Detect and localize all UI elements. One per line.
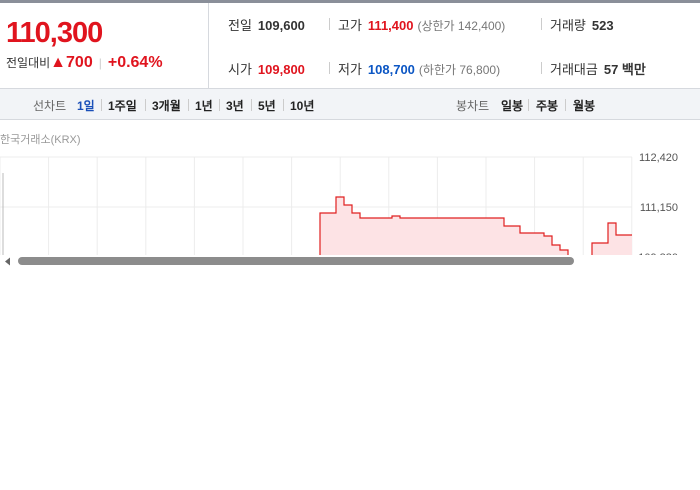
stat: 전일 109,600 <box>228 15 305 34</box>
tab[interactable]: 3개월 <box>152 99 181 113</box>
stat-label: 전일 <box>228 18 252 33</box>
stat-value: 523 <box>591 18 614 33</box>
stat-value: 109,800 <box>257 62 305 77</box>
scroll-left <box>5 257 10 266</box>
separator <box>329 18 330 30</box>
stat-note: (하한가 76,800) <box>418 63 501 77</box>
separator <box>329 62 330 74</box>
change-value: 700 <box>66 54 93 71</box>
y-tick-label: 111,150 <box>640 202 678 214</box>
stat: 거래량 523 <box>550 15 614 34</box>
separator <box>541 62 542 74</box>
chart-source: 한국거래소(KRX) <box>0 134 81 146</box>
tab[interactable]: 월봉 <box>573 99 596 113</box>
quote-box: 110,300 전일대비▲700 | +0.64% <box>0 3 209 88</box>
stat: 저가 108,700 (하한가 76,800) <box>338 59 500 78</box>
change-pct: +0.64% <box>107 54 163 71</box>
tab[interactable]: 10년 <box>290 99 315 113</box>
separator <box>528 99 529 111</box>
change-label: 전일대비 <box>6 56 51 70</box>
price-line <box>319 196 632 255</box>
separator <box>541 18 542 30</box>
stat-label: 거래대금 <box>550 62 598 77</box>
stat-value: 108,700 <box>367 62 415 77</box>
separator <box>188 99 189 111</box>
stat-label: 고가 <box>338 18 362 33</box>
separator <box>101 99 102 111</box>
stat-note: (상한가 142,400) <box>417 19 506 33</box>
stat-label: 거래량 <box>550 18 586 33</box>
change: 전일대비▲700 | +0.64% <box>6 54 163 71</box>
tab[interactable]: 1년 <box>195 99 213 113</box>
y-tick-label: 112,420 <box>639 152 678 164</box>
separator <box>145 99 146 111</box>
stat: 시가 109,800 <box>228 59 305 78</box>
header: 110,300 전일대비▲700 | +0.64% 전일 109,600 고가 111,4… <box>0 3 700 89</box>
stat-label: 시가 <box>228 62 252 77</box>
tab[interactable]: 3년 <box>226 99 244 113</box>
tab[interactable]: 1일 <box>77 99 95 113</box>
separator <box>565 99 566 111</box>
stat-value: 109,600 <box>257 18 305 33</box>
tab[interactable]: 일봉 <box>501 99 524 113</box>
top-border <box>0 0 700 3</box>
up-icon: ▲ <box>50 54 67 71</box>
stat-value: 57 백만 <box>603 62 646 77</box>
tab-group-label: 선차트 <box>33 99 67 113</box>
tab-group-label: 봉차트 <box>456 99 490 113</box>
separator <box>251 99 252 111</box>
tab[interactable]: 5년 <box>258 99 276 113</box>
tab[interactable]: 주봉 <box>536 99 559 113</box>
stat-value: 111,400 <box>367 18 414 33</box>
stat: 고가 111,400 (상한가 142,400) <box>338 15 505 34</box>
stat-label: 저가 <box>338 62 362 77</box>
price: 110,300 <box>6 17 103 49</box>
scroll-thumb[interactable] <box>18 257 574 265</box>
area <box>320 197 632 255</box>
stat: 거래대금 57 백만 <box>550 59 646 78</box>
tab[interactable]: 1주일 <box>108 99 137 113</box>
separator <box>219 99 220 111</box>
separator <box>283 99 284 111</box>
tab-bar: 선차트 1일 1주일 3개월 1년 3년 5년 10년 봉차트 일봉 주봉 월봉 <box>0 89 700 120</box>
